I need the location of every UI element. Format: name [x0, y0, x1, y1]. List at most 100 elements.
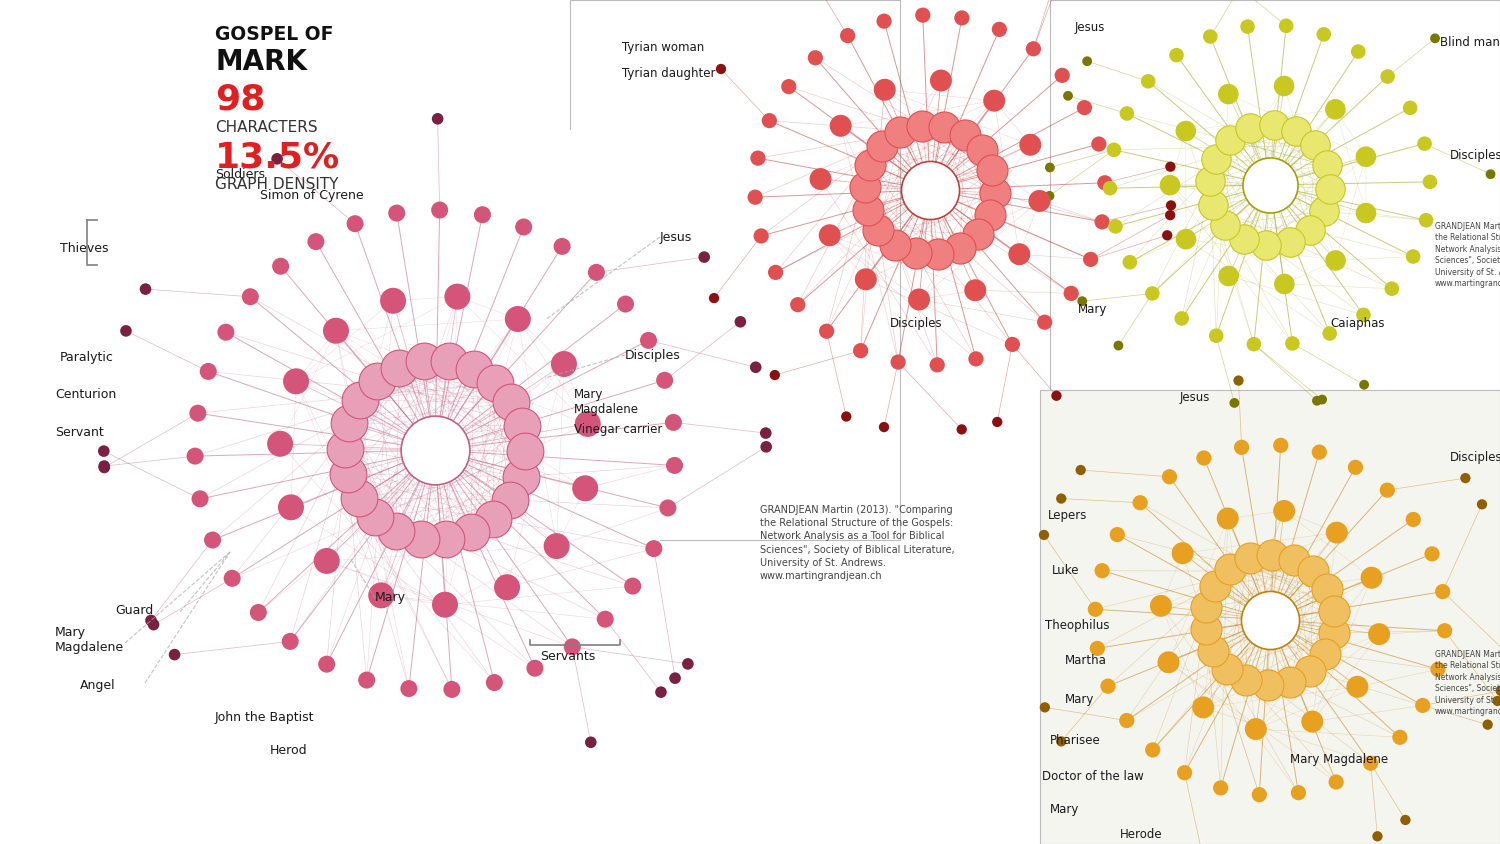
- Point: [986, 415, 1010, 429]
- Point: [364, 375, 388, 388]
- Point: [1401, 250, 1425, 263]
- Text: MARK: MARK: [214, 48, 308, 76]
- Point: [1106, 528, 1130, 541]
- Point: [710, 62, 734, 76]
- Point: [966, 227, 990, 241]
- Point: [1312, 204, 1336, 218]
- Point: [1096, 679, 1120, 693]
- Point: [1310, 392, 1334, 406]
- Point: [963, 284, 987, 297]
- Point: [201, 533, 225, 547]
- Point: [828, 119, 852, 133]
- Point: [1248, 788, 1272, 802]
- Text: Angel: Angel: [80, 679, 116, 691]
- Text: Jesus: Jesus: [1180, 392, 1210, 404]
- Text: Tyrian woman: Tyrian woman: [622, 41, 705, 55]
- Point: [978, 208, 1002, 222]
- Point: [836, 29, 860, 42]
- Point: [1170, 546, 1194, 560]
- Point: [873, 83, 897, 96]
- Point: [1413, 137, 1437, 150]
- Text: 98: 98: [214, 83, 266, 117]
- Point: [1076, 55, 1100, 68]
- Point: [804, 51, 828, 64]
- Point: [268, 259, 292, 273]
- Point: [214, 326, 238, 339]
- Point: [1258, 178, 1282, 192]
- Point: [886, 355, 910, 369]
- Text: Disciples: Disciples: [626, 349, 681, 361]
- Point: [1314, 647, 1338, 661]
- Point: [1236, 19, 1260, 33]
- Point: [348, 393, 372, 407]
- Point: [114, 324, 138, 338]
- Point: [692, 251, 715, 264]
- Point: [238, 290, 262, 304]
- Point: [1230, 441, 1254, 454]
- Point: [964, 352, 988, 365]
- Point: [884, 238, 908, 252]
- Point: [426, 112, 450, 126]
- Text: Lepers: Lepers: [1048, 508, 1088, 522]
- Point: [948, 241, 972, 254]
- Point: [1323, 103, 1347, 116]
- Point: [1278, 675, 1302, 689]
- Point: [284, 375, 308, 388]
- Point: [246, 606, 270, 619]
- Text: Guard: Guard: [116, 603, 153, 616]
- Text: Servant: Servant: [56, 425, 104, 439]
- Text: Herod: Herod: [270, 744, 308, 756]
- Point: [561, 640, 585, 653]
- Point: [1254, 238, 1278, 252]
- Point: [1114, 106, 1138, 120]
- Point: [1068, 463, 1092, 477]
- Point: [642, 542, 666, 555]
- Point: [436, 354, 460, 368]
- Point: [1038, 189, 1062, 203]
- Point: [1300, 565, 1324, 578]
- Point: [134, 283, 158, 296]
- Point: [427, 203, 451, 217]
- Point: [950, 423, 974, 436]
- Point: [1238, 552, 1262, 565]
- Point: [1090, 215, 1114, 229]
- Point: [1454, 471, 1478, 484]
- Point: [1090, 564, 1114, 577]
- Point: [411, 354, 435, 367]
- Point: [818, 229, 842, 242]
- Point: [1476, 718, 1500, 732]
- Point: [1414, 214, 1438, 227]
- Text: Disciples: Disciples: [890, 316, 942, 329]
- Point: [932, 120, 956, 133]
- Point: [384, 524, 408, 538]
- Text: GRANDJEAN Martin (2013). "Comparing
the Relational Structure of the Gospels:
Net: GRANDJEAN Martin (2013). "Comparing the …: [1436, 222, 1500, 289]
- Point: [650, 685, 674, 699]
- Point: [1198, 30, 1222, 43]
- Point: [1140, 743, 1164, 756]
- Bar: [1040, 390, 1500, 844]
- Point: [676, 657, 700, 671]
- Point: [1376, 484, 1400, 497]
- Bar: [570, 0, 900, 540]
- Point: [1227, 374, 1251, 387]
- Point: [433, 598, 457, 611]
- Point: [987, 23, 1011, 36]
- Point: [856, 203, 880, 216]
- Point: [315, 657, 339, 671]
- Point: [495, 581, 519, 594]
- Point: [1114, 714, 1138, 728]
- Point: [1304, 138, 1328, 152]
- Point: [1272, 79, 1296, 93]
- Text: Mary: Mary: [1078, 304, 1107, 316]
- Point: [656, 501, 680, 515]
- Point: [512, 220, 536, 234]
- Point: [268, 437, 292, 451]
- Point: [266, 152, 290, 165]
- Point: [1209, 782, 1233, 795]
- Point: [621, 579, 645, 592]
- Point: [92, 459, 116, 473]
- Point: [384, 206, 408, 219]
- Point: [1104, 219, 1128, 233]
- Point: [1022, 42, 1046, 56]
- Point: [909, 119, 933, 133]
